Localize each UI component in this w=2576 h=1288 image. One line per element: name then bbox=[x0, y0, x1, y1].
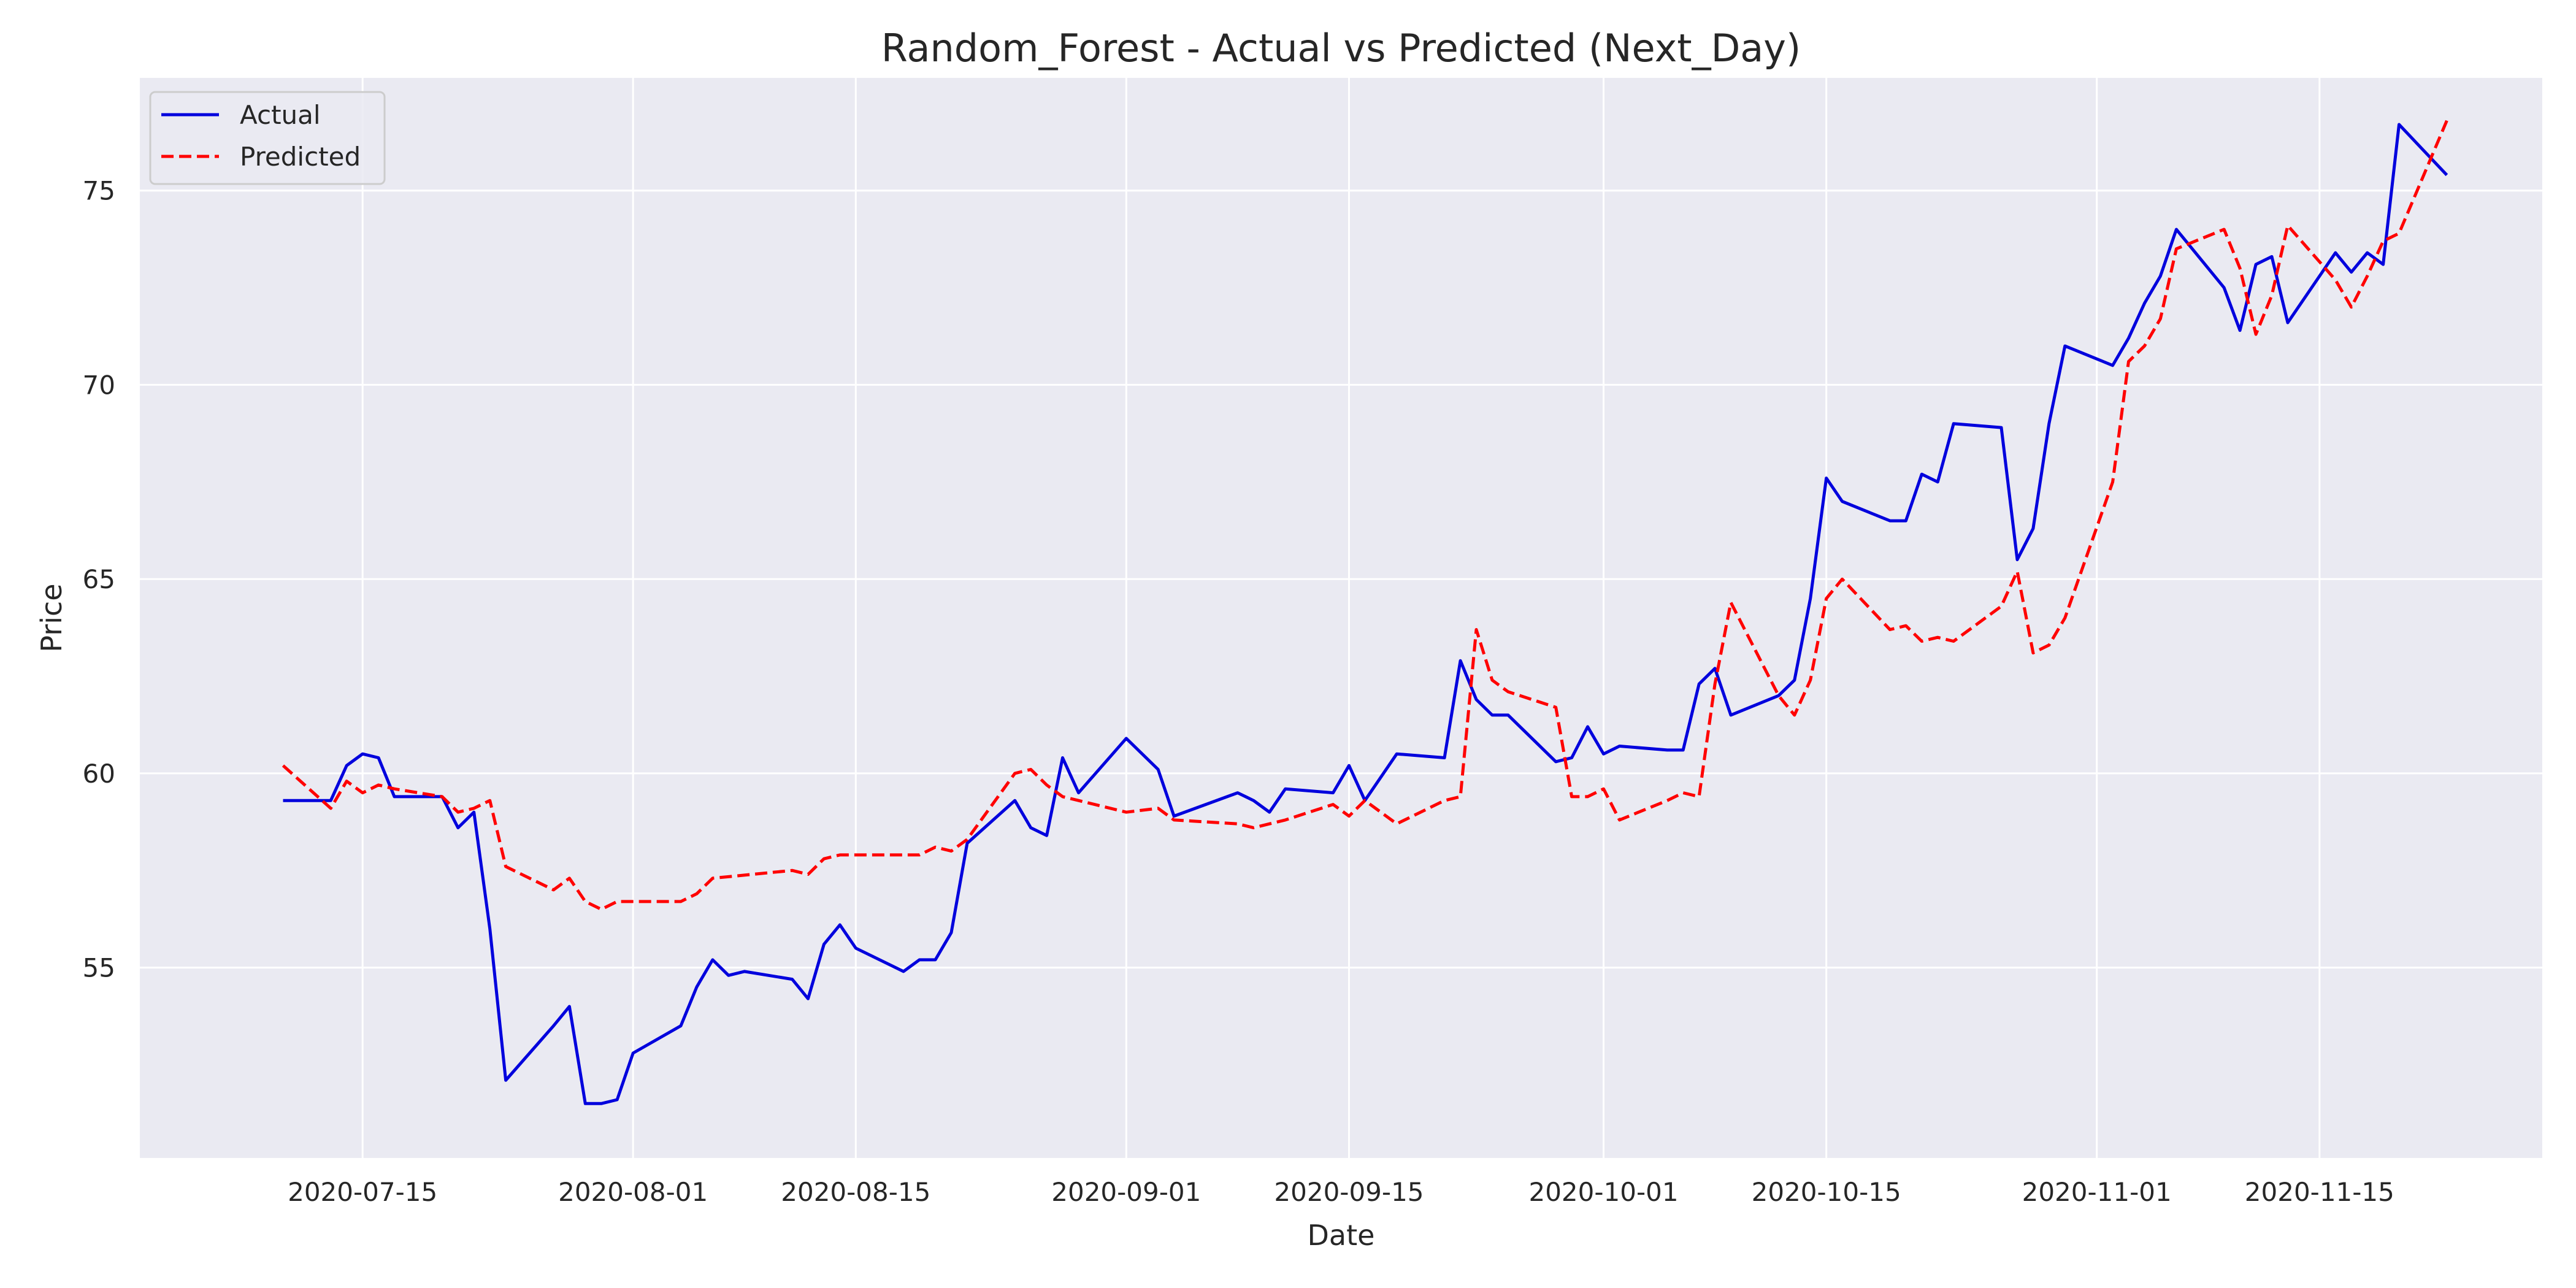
x-tick-label: 2020-11-15 bbox=[2245, 1177, 2394, 1207]
plot-background bbox=[140, 78, 2542, 1158]
x-tick-label: 2020-09-01 bbox=[1051, 1177, 1201, 1207]
x-axis-title: Date bbox=[1308, 1219, 1375, 1252]
y-tick-label: 55 bbox=[83, 953, 115, 983]
y-tick-label: 60 bbox=[83, 759, 115, 789]
y-axis-title: Price bbox=[35, 583, 68, 652]
x-tick-label: 2020-10-15 bbox=[1752, 1177, 1901, 1207]
y-tick-label: 70 bbox=[83, 370, 115, 400]
data-series bbox=[282, 120, 2448, 1105]
axis-ticks: 55 60 65 70 75 2020-07-15 2020-08-01 2020-08-15… bbox=[83, 176, 2394, 1207]
series-line-predicted bbox=[282, 120, 2448, 911]
x-tick-label: 2020-08-01 bbox=[558, 1177, 708, 1207]
x-tick-label: 2020-10-01 bbox=[1528, 1177, 1678, 1207]
y-tick-label: 65 bbox=[83, 564, 115, 594]
x-tick-label: 2020-08-15 bbox=[781, 1177, 930, 1207]
chart-title: Random_Forest - Actual vs Predicted (Nex… bbox=[881, 26, 1801, 71]
grid-lines bbox=[140, 78, 2542, 1158]
legend: Actual Predicted bbox=[149, 91, 386, 185]
legend-label-predicted: Predicted bbox=[240, 142, 361, 172]
x-tick-label: 2020-07-15 bbox=[288, 1177, 437, 1207]
x-tick-label: 2020-11-01 bbox=[2022, 1177, 2172, 1207]
series-line-actual bbox=[283, 123, 2448, 1105]
y-tick-label: 75 bbox=[83, 176, 115, 206]
x-tick-label: 2020-09-15 bbox=[1274, 1177, 1424, 1207]
legend-label-actual: Actual bbox=[240, 100, 321, 130]
